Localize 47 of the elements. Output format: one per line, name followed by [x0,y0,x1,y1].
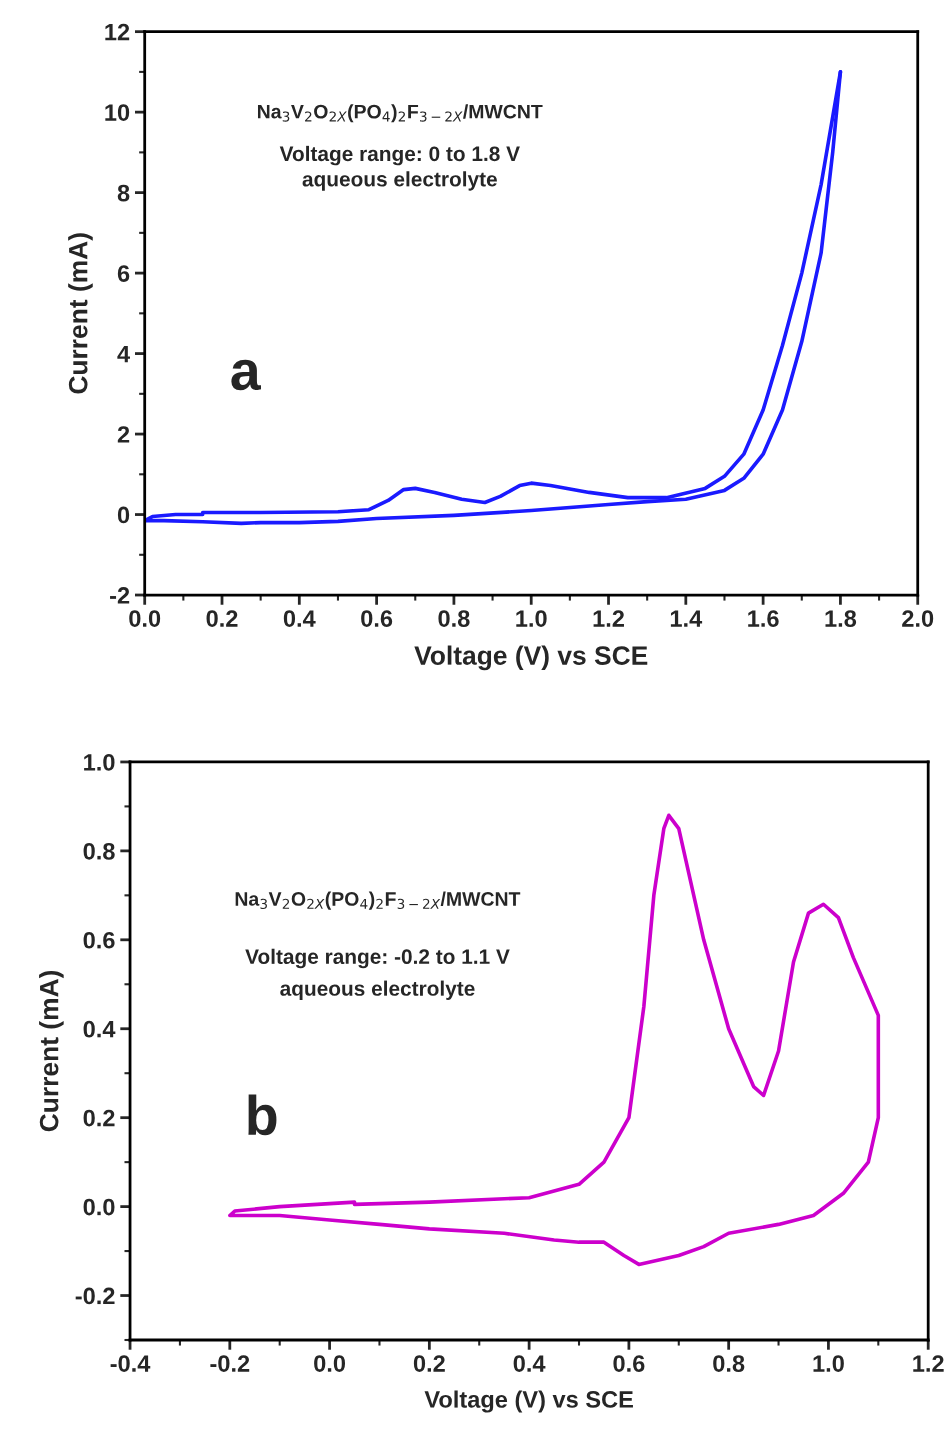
x-tick-label: 0.8 [438,610,470,627]
annotation: Voltage range: -0.2 to 1.1 V [245,948,510,969]
y-tick-label: 8 [117,184,130,202]
x-tick-label: -0.4 [110,1355,151,1372]
x-tick-label: 0.4 [283,610,316,627]
x-tick-label: 2.0 [902,610,934,627]
x-tick-label: 0.2 [206,610,238,627]
text: Na$_{3}$V$_{2}$O$_{2X}$(PO$_{4}$)$_{2}$F$_{3−2X}$/MWCNT [235,891,521,910]
x-tick-label: 0.8 [713,1355,745,1372]
annotation: aqueous electrolyte [280,980,475,1000]
y-tick-label: 6 [117,265,130,282]
y-tick-label: -2 [110,587,130,604]
x-tick-label: -0.2 [210,1355,250,1372]
y-tick-label: 0.6 [83,931,115,949]
y-axis-title: Current (mA) [68,233,93,394]
x-tick-label: 1.6 [748,610,779,627]
x-tick-label: 1.8 [825,610,857,627]
x-tick-label: 0.6 [361,610,393,627]
x-tick-label: 0.0 [129,610,161,627]
x-tick-label: 1.2 [913,1355,944,1372]
annotation: Voltage range: 0 to 1.8 V [279,145,520,166]
y-tick-label: 0.8 [83,842,115,860]
y-axis-title: Current (mA) [39,970,64,1132]
y-tick-label: 4 [117,345,130,363]
annotation: b [248,1094,277,1136]
annotation: a [231,359,261,391]
y-tick-label: -0.2 [75,1287,115,1305]
x-tick-label: 1.2 [593,610,624,627]
y-tick-label: 2 [117,426,130,443]
x-tick-label: 0.4 [513,1355,546,1372]
x-tick-label: 1.4 [670,610,703,627]
x-tick-label: 1.0 [813,1355,844,1372]
y-tick-label: 0.2 [83,1109,115,1127]
y-tick-label: 1.0 [84,754,115,771]
x-tick-label: 0.0 [314,1355,346,1372]
x-axis-title: Voltage (V) vs SCE [414,645,648,671]
y-tick-label: 10 [105,104,130,121]
x-axis-title: Voltage (V) vs SCE [424,1390,633,1413]
y-tick-label: 0.0 [83,1198,115,1216]
x-tick-label: 0.2 [413,1355,445,1372]
text: Na$_{3}$V$_{2}$O$_{2X}$(PO$_{4}$)$_{2}$F$_{3−2X}$/MWCNT [257,104,543,123]
y-tick-label: 0.4 [83,1020,116,1038]
annotation: aqueous electrolyte [302,171,497,191]
y-tick-label: 12 [105,23,130,41]
y-tick-label: 0 [117,506,130,524]
x-tick-label: 0.6 [613,1355,645,1372]
x-tick-label: 1.0 [516,610,547,627]
